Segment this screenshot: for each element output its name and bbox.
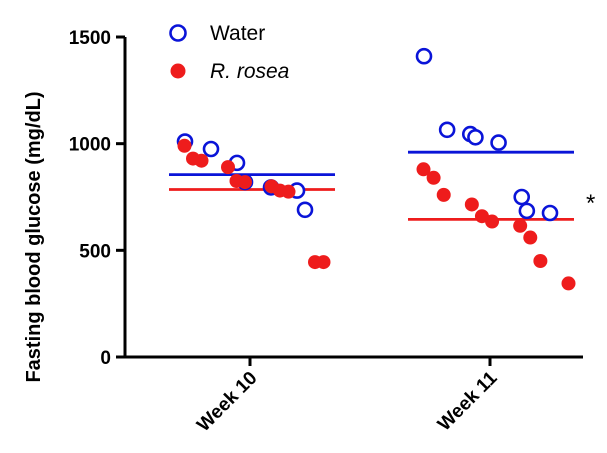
water-point (490, 134, 507, 151)
legend-rosea-marker (170, 63, 186, 79)
y-axis-label: Fasting blood glucose (mg/dL) (23, 91, 45, 382)
data-points (176, 47, 576, 291)
y-tick-label: 1000 (69, 135, 111, 156)
water-point (467, 128, 484, 146)
water-point (518, 202, 536, 220)
water-point (415, 47, 433, 65)
legend-water-marker (169, 24, 187, 42)
water-point (513, 188, 531, 206)
water-point (202, 140, 220, 158)
legend-label: Water (210, 22, 265, 45)
legend-label: R. rosea (210, 60, 289, 83)
rosea-point (533, 254, 548, 268)
rosea-point (177, 138, 192, 153)
x-tick-label: Week 11 (434, 367, 502, 435)
rosea-point (523, 230, 538, 245)
y-axis: 0 500 1000 1500 (69, 28, 127, 369)
rosea-point (436, 187, 451, 202)
water-point (296, 201, 314, 219)
legend: Water R. rosea (169, 22, 289, 83)
water-point (438, 121, 456, 139)
y-tick-label: 500 (79, 241, 111, 262)
rosea-point (561, 276, 576, 291)
y-tick-label: 1500 (69, 28, 111, 49)
rosea-point (316, 255, 331, 270)
significance-marker: * (586, 190, 595, 217)
rosea-point (485, 214, 500, 229)
rosea-point (238, 175, 252, 190)
rosea-point (221, 160, 235, 175)
rosea-point (416, 162, 431, 177)
x-axis: Week 10 Week 11 (125, 355, 583, 436)
rosea-point (513, 218, 528, 233)
rosea-point (281, 184, 296, 199)
rosea-point (194, 153, 209, 168)
water-point (541, 204, 559, 222)
rosea-point (464, 197, 479, 212)
rosea-point (426, 170, 441, 185)
y-tick-label: 0 (100, 348, 111, 369)
x-tick-label: Week 10 (193, 368, 261, 436)
